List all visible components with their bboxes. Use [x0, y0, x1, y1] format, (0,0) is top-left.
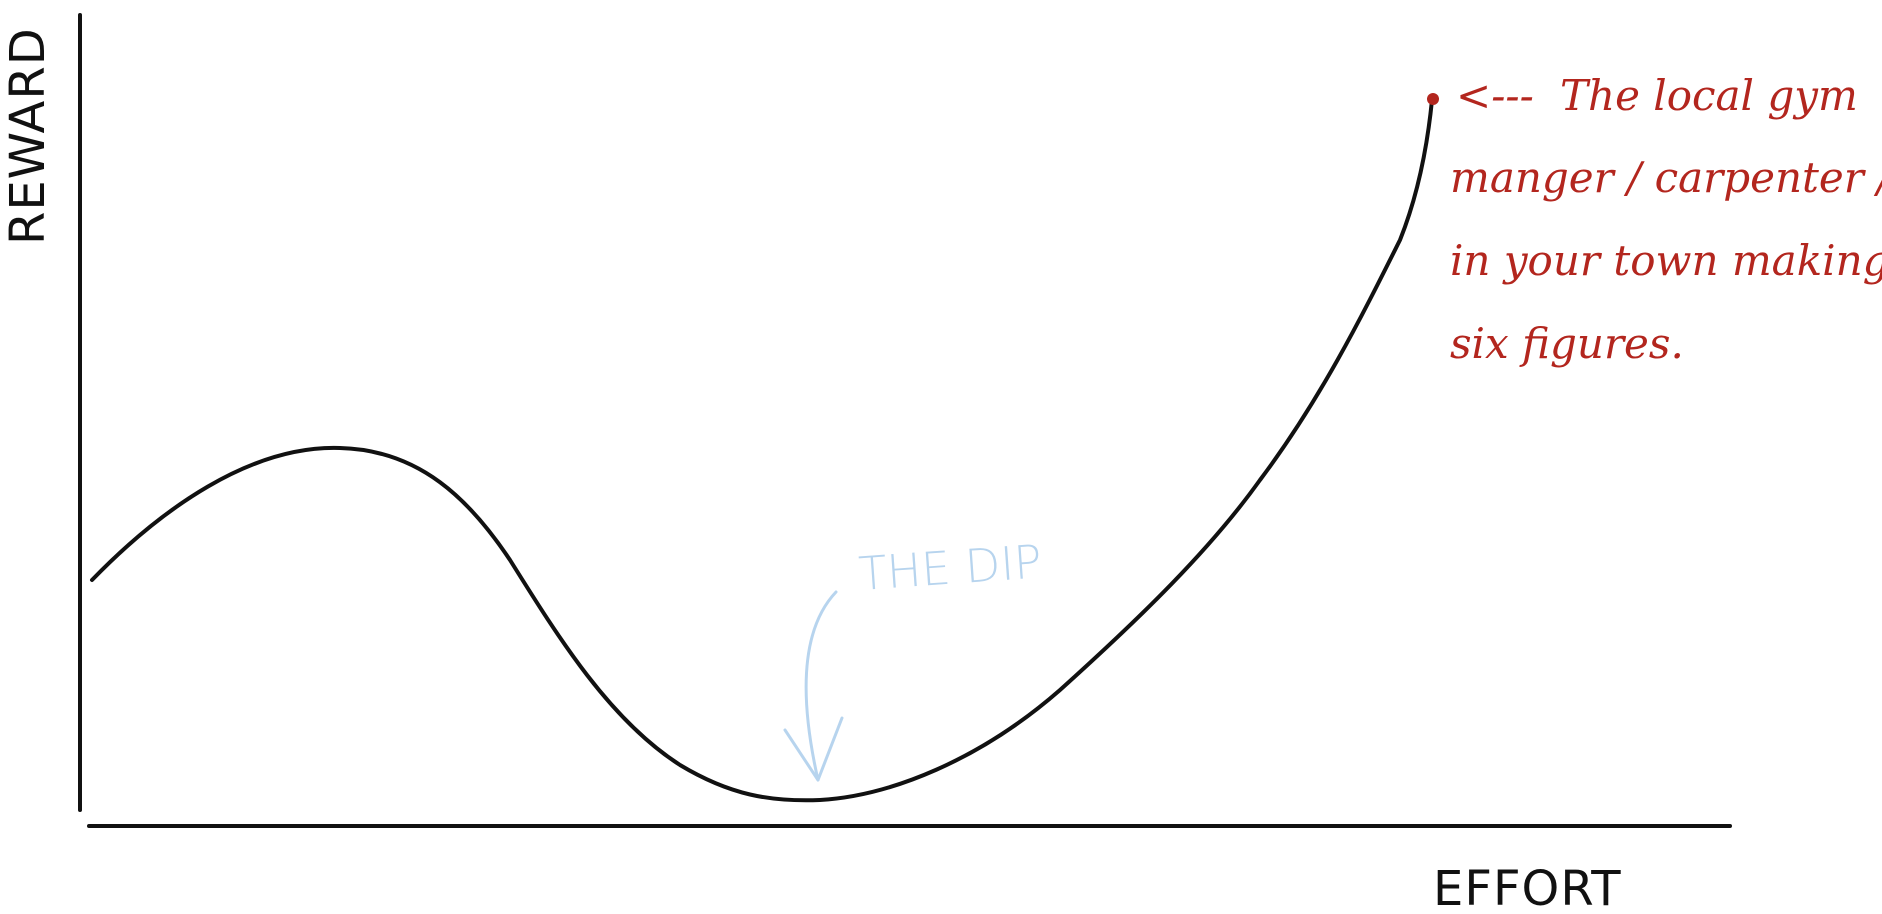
endpoint-note-line-3: in your town making	[1450, 236, 1882, 285]
x-axis-label: EFFORT	[1433, 861, 1622, 914]
reward-curve	[90, 98, 1434, 803]
endpoint-note-line-4: six figures.	[1450, 319, 1684, 368]
curve-endpoint-dot	[1427, 93, 1439, 105]
endpoint-note-line-2: manger / carpenter / SW	[1450, 153, 1882, 202]
dip-arrow-shaft	[804, 590, 838, 782]
endpoint-note-line-1: The local gym	[1560, 71, 1858, 120]
y-axis-label: REWARD	[0, 27, 56, 245]
endpoint-note-arrow: <---	[1456, 71, 1534, 120]
dip-label: THE DIP	[857, 534, 1043, 601]
dip-arrow-head	[783, 716, 844, 782]
